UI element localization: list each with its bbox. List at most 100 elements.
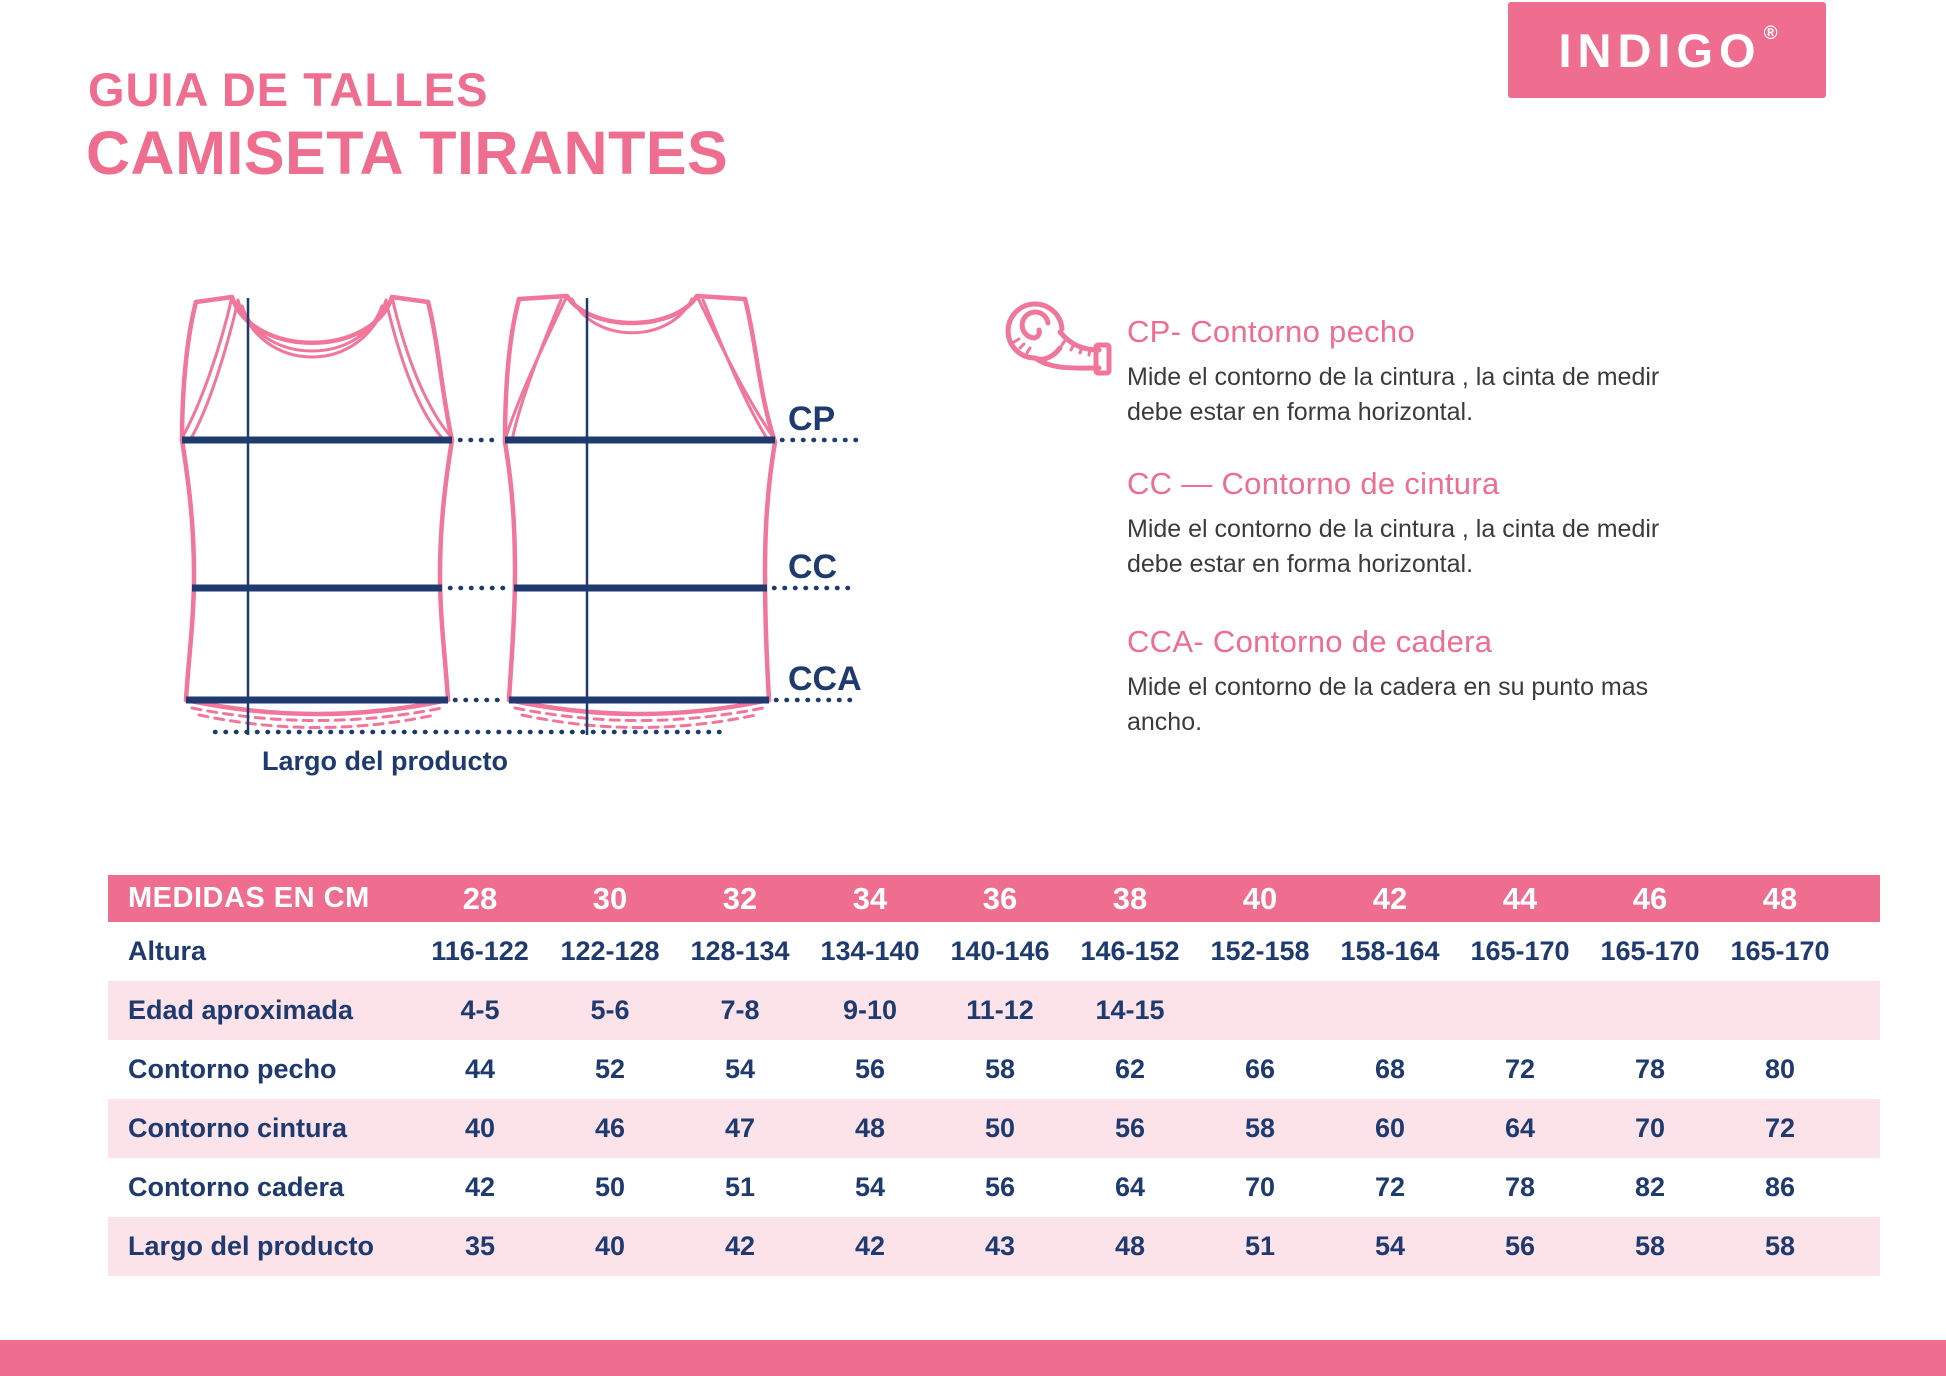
table-cell: 58 [1244,1113,1276,1143]
table-row: Edad aproximada 4-5 5-6 7-8 9-10 11-12 14-15 [108,981,1880,1040]
table-cell: 46 [594,1113,626,1143]
table-cell [1455,981,1585,1040]
measurement-lines [182,298,859,735]
table-cell: 40 [464,1113,496,1143]
table-cell: 86 [1764,1172,1796,1202]
brand-logo: INDIGO ® [1508,2,1826,98]
table-cell: 58 [984,1054,1016,1084]
guide-heading-cca: CCA- Contorno de cadera [1127,624,1493,659]
table-cell: 140-146 [950,936,1050,966]
table-cell: 70 [1244,1172,1276,1202]
guide-block-cca: CCA- Contorno de cadera Mide el contorno… [1127,624,1747,740]
table-cell: 165-170 [1730,936,1830,966]
table-row: Contorno cintura 40 46 47 48 50 56 58 60 64 70 72 [108,1099,1880,1158]
row-label: Contorno cintura [128,1113,347,1143]
table-cell: 51 [1244,1231,1276,1261]
table-cell: 50 [984,1113,1016,1143]
guide-block-cp: CP- Contorno pecho Mide el contorno de l… [1127,314,1747,430]
table-cell: 72 [1764,1113,1796,1143]
table-cell: 42 [724,1231,756,1261]
table-cell [1325,981,1455,1040]
table-cell: 158-164 [1340,936,1440,966]
table-cell: 56 [1114,1113,1146,1143]
table-cell [1195,981,1325,1040]
table-cell: 54 [724,1054,756,1084]
size-header-46: 46 [1632,880,1668,916]
table-cell: 51 [724,1172,756,1202]
table-cell: 78 [1504,1172,1536,1202]
table-cell: 44 [464,1054,496,1084]
size-header-44: 44 [1502,880,1538,916]
table-row: Contorno pecho 44 52 54 56 58 62 66 68 72 78 80 [108,1040,1880,1099]
table-cell: 11-12 [966,995,1034,1025]
size-header-34: 34 [852,880,888,916]
table-cell: 70 [1634,1113,1666,1143]
table-cell: 152-158 [1210,936,1310,966]
table-cell: 72 [1504,1054,1536,1084]
cp-diagram-label: CP [788,400,835,438]
table-cell: 68 [1374,1054,1406,1084]
measuring-tape-icon [1005,301,1112,376]
table-cell: 78 [1634,1054,1666,1084]
tank-top-back-illustration [502,293,778,729]
table-cell: 14-15 [1095,995,1165,1025]
table-cell: 64 [1504,1113,1536,1143]
table-cell: 80 [1764,1054,1796,1084]
table-cell: 42 [854,1231,886,1261]
footer-bar [0,1340,1946,1376]
table-cell: 54 [1374,1231,1406,1261]
size-header-32: 32 [722,880,758,916]
table-cell: 116-122 [431,936,529,966]
size-header-30: 30 [592,880,628,916]
table-cell: 40 [594,1231,626,1261]
table-header-label: MEDIDAS EN CM [128,882,370,914]
table-cell: 60 [1374,1113,1406,1143]
row-label: Contorno cadera [128,1172,345,1202]
guide-block-cc: CC — Contorno de cintura Mide el contorn… [1127,466,1747,582]
table-cell: 48 [854,1113,886,1143]
table-row: Largo del producto 35 40 42 42 43 48 51 54 56 58 58 [108,1217,1880,1276]
table-row: Contorno cadera 42 50 51 54 56 64 70 72 78 82 86 [108,1158,1880,1217]
table-cell: 5-6 [590,995,630,1025]
brand-logo-text: INDIGO [1558,23,1762,77]
table-cell: 50 [594,1172,626,1202]
table-row: Altura 116-122 122-128 128-134 134-140 140-14… [108,922,1880,981]
size-table: MEDIDAS EN CM 28 30 32 34 36 38 40 42 44 46 48 Alt… [108,875,1880,1276]
table-cell: 62 [1114,1054,1146,1084]
table-cell: 48 [1114,1231,1146,1261]
table-cell: 64 [1114,1172,1146,1202]
cc-diagram-label: CC [788,548,837,586]
cca-diagram-label: CCA [788,660,862,698]
size-header-42: 42 [1372,880,1408,916]
table-cell: 122-128 [560,936,660,966]
table-cell: 56 [984,1172,1016,1202]
tank-top-measurement-diagram: CP CC CCA Largo del producto [179,293,862,776]
table-cell: 9-10 [842,995,898,1025]
table-cell: 72 [1374,1172,1406,1202]
size-header-36: 36 [982,880,1018,916]
table-cell: 146-152 [1080,936,1180,966]
table-cell: 56 [854,1054,886,1084]
size-header-38: 38 [1112,880,1148,916]
row-label: Altura [128,936,207,966]
table-cell: 66 [1244,1054,1276,1084]
guide-heading-cc: CC — Contorno de cintura [1127,466,1500,501]
table-cell: 47 [724,1113,756,1143]
table-cell: 7-8 [720,995,760,1025]
table-body: Altura 116-122 122-128 128-134 134-140 140-14… [108,922,1880,1276]
size-header-48: 48 [1762,880,1798,916]
table-cell: 134-140 [820,936,920,966]
table-cell: 54 [854,1172,886,1202]
table-cell [1585,981,1715,1040]
row-label: Largo del producto [128,1231,374,1261]
size-header-40: 40 [1242,880,1278,916]
table-cell: 4-5 [460,995,500,1025]
tank-top-front-illustration [179,294,455,729]
table-cell: 82 [1634,1172,1666,1202]
table-cell: 42 [464,1172,496,1202]
table-cell: 35 [464,1231,496,1261]
guide-heading-cp: CP- Contorno pecho [1127,314,1416,349]
guide-body-cc: Mide el contorno de la cintura , la cint… [1127,515,1660,578]
product-title: CAMISETA TIRANTES [86,119,729,187]
